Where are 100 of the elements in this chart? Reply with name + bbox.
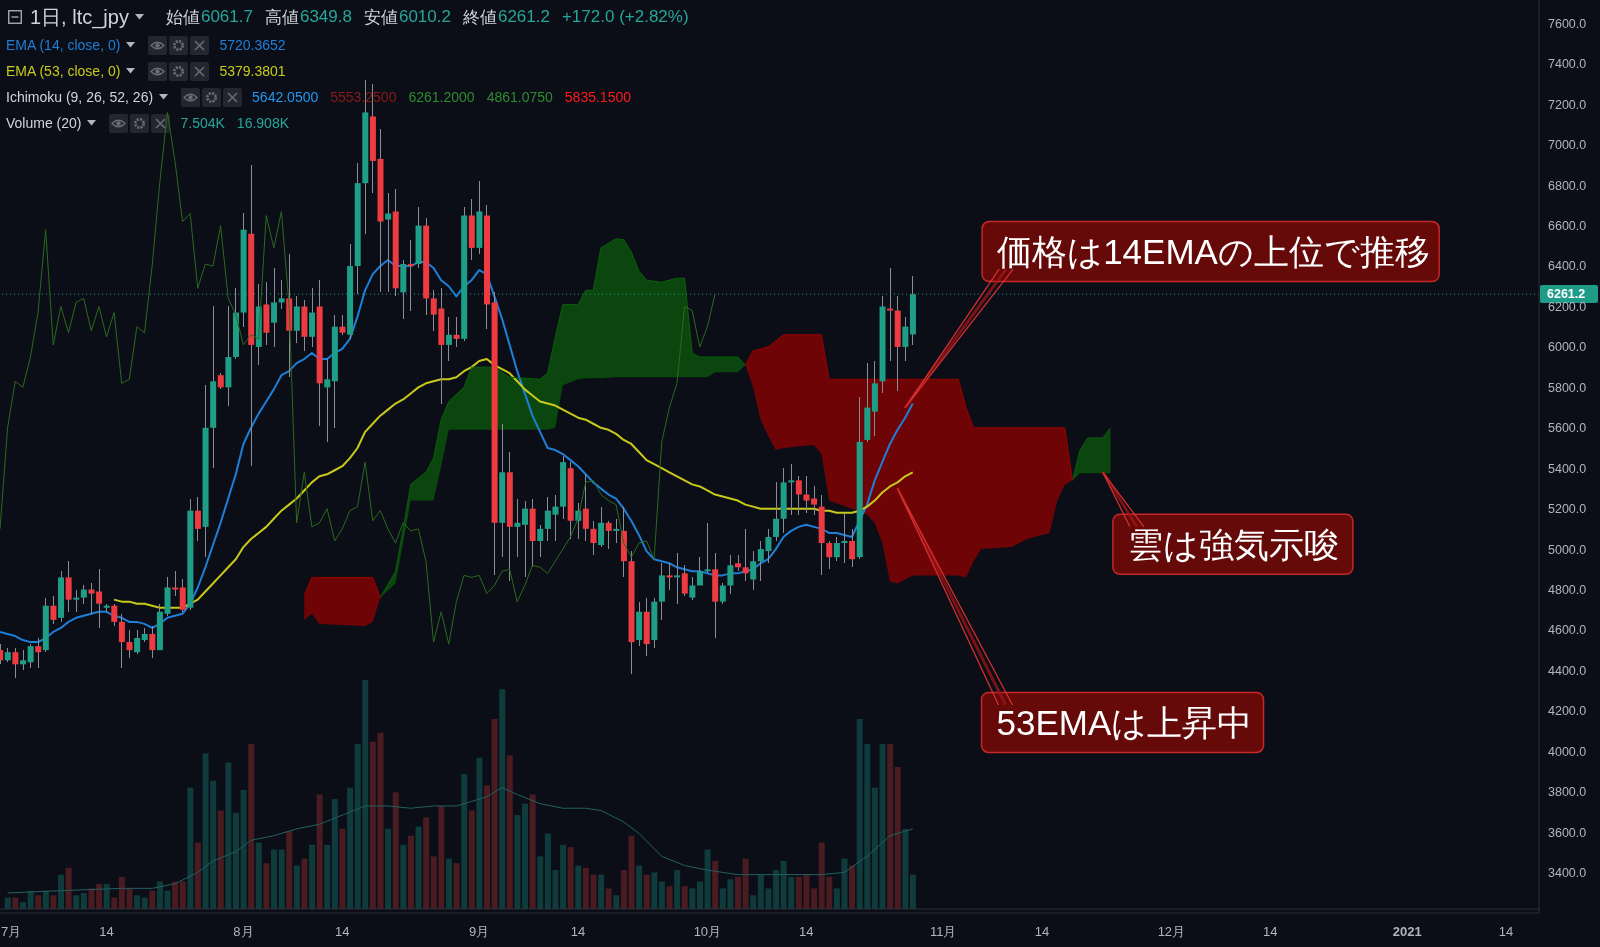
bar: [271, 849, 278, 909]
bar: [689, 888, 696, 909]
x-tick-label: 8月: [233, 923, 254, 939]
bar: [506, 755, 513, 909]
candlestick: [35, 637, 42, 669]
candlestick: [590, 520, 597, 556]
bar: [339, 828, 346, 909]
candlestick: [719, 582, 726, 605]
candlestick: [727, 554, 734, 595]
bar: [331, 799, 338, 909]
candlestick: [773, 481, 780, 542]
candlestick: [445, 316, 452, 362]
y-tick-label: 4000.0: [1548, 744, 1587, 759]
annotation: 5642.0500: [252, 89, 319, 105]
candlestick: [582, 473, 589, 542]
candlestick: [598, 506, 605, 548]
bar: [369, 741, 376, 909]
text: EMA (53, close, 0): [6, 63, 121, 79]
annotation: 6261.2: [497, 7, 550, 27]
bar: [309, 844, 316, 909]
candlestick: [271, 267, 278, 348]
bar: [773, 870, 780, 909]
text: Volume (20): [6, 115, 82, 131]
y-tick-label: 6800.0: [1548, 178, 1587, 193]
annotation: 4861.0750: [486, 89, 553, 105]
x-tick-label: 14: [570, 923, 586, 939]
y-tick-label: 3800.0: [1548, 785, 1587, 800]
line-series: [0, 111, 716, 645]
bar: [499, 689, 506, 909]
candlestick: [514, 498, 521, 558]
ref-line-label: 6261.2: [1547, 287, 1586, 302]
bar: [65, 867, 72, 909]
candlestick: [849, 528, 856, 568]
bar: [347, 787, 354, 909]
bar: [605, 888, 612, 909]
candlestick: [324, 358, 331, 443]
annotation: 16.908K: [236, 115, 290, 131]
bar: [316, 794, 323, 909]
bar: [643, 874, 650, 909]
candlestick: [803, 475, 810, 514]
bar: [468, 810, 475, 909]
candlestick: [788, 463, 795, 516]
y-tick-label: 7400.0: [1548, 57, 1587, 72]
bar: [537, 856, 544, 909]
candlestick: [20, 649, 27, 671]
annotation: 6010.2: [398, 7, 451, 27]
y-tick-label: 5400.0: [1548, 461, 1587, 476]
y-tick-label: 5200.0: [1548, 502, 1587, 517]
candlestick: [111, 603, 118, 627]
bar: [742, 858, 749, 909]
bar: [407, 835, 414, 909]
candlestick: [681, 564, 688, 597]
bar: [560, 844, 567, 909]
bar: [149, 890, 156, 909]
annotation: 5720.3652: [219, 37, 286, 53]
bar: [811, 888, 818, 909]
chart-title: 1日, ltc_jpy: [30, 4, 129, 31]
y-tick-label: 7200.0: [1548, 97, 1587, 112]
bar: [88, 888, 95, 909]
series-label: Ichimoku (9, 26, 52, 26): [6, 89, 154, 105]
bar: [445, 858, 452, 909]
bar: [735, 876, 741, 909]
bar: [902, 828, 909, 909]
candlestick: [96, 568, 103, 629]
bar: [658, 881, 665, 909]
bar: [240, 789, 247, 909]
bar: [385, 828, 392, 909]
bar: [628, 835, 635, 909]
annotation: 7.504K: [180, 115, 225, 131]
bar: [636, 865, 643, 909]
bar: [126, 888, 133, 909]
x-tick-label: 14: [99, 923, 114, 939]
candlestick: [172, 570, 179, 597]
candlestick: [12, 647, 19, 679]
bar: [909, 874, 916, 909]
bar: [849, 865, 856, 909]
bar: [522, 803, 529, 909]
annotation: 価格は14EMAの上位で推移: [997, 232, 1430, 272]
annotation: 安値: [363, 6, 398, 29]
bar: [871, 787, 878, 909]
candlestick: [902, 316, 909, 362]
bar: [301, 858, 308, 909]
y-tick-label: 4800.0: [1548, 582, 1587, 597]
y-tick-label: 7600.0: [1548, 16, 1587, 31]
candlestick: [88, 582, 95, 615]
bar: [164, 890, 171, 909]
y-tick-label: 5800.0: [1548, 380, 1587, 395]
line-series: [113, 358, 914, 609]
bar: [894, 767, 901, 909]
bar: [887, 744, 894, 909]
x-tick-label: 14: [335, 923, 350, 939]
annotation: 始値: [165, 6, 200, 29]
candlestick: [696, 556, 703, 586]
bar: [225, 762, 232, 909]
candlestick: [453, 316, 460, 348]
bar: [187, 787, 194, 909]
bar: [248, 744, 255, 909]
line-series: [0, 258, 914, 644]
annotation: 5835.1500: [564, 89, 632, 105]
y-tick-label: 4400.0: [1548, 663, 1587, 678]
